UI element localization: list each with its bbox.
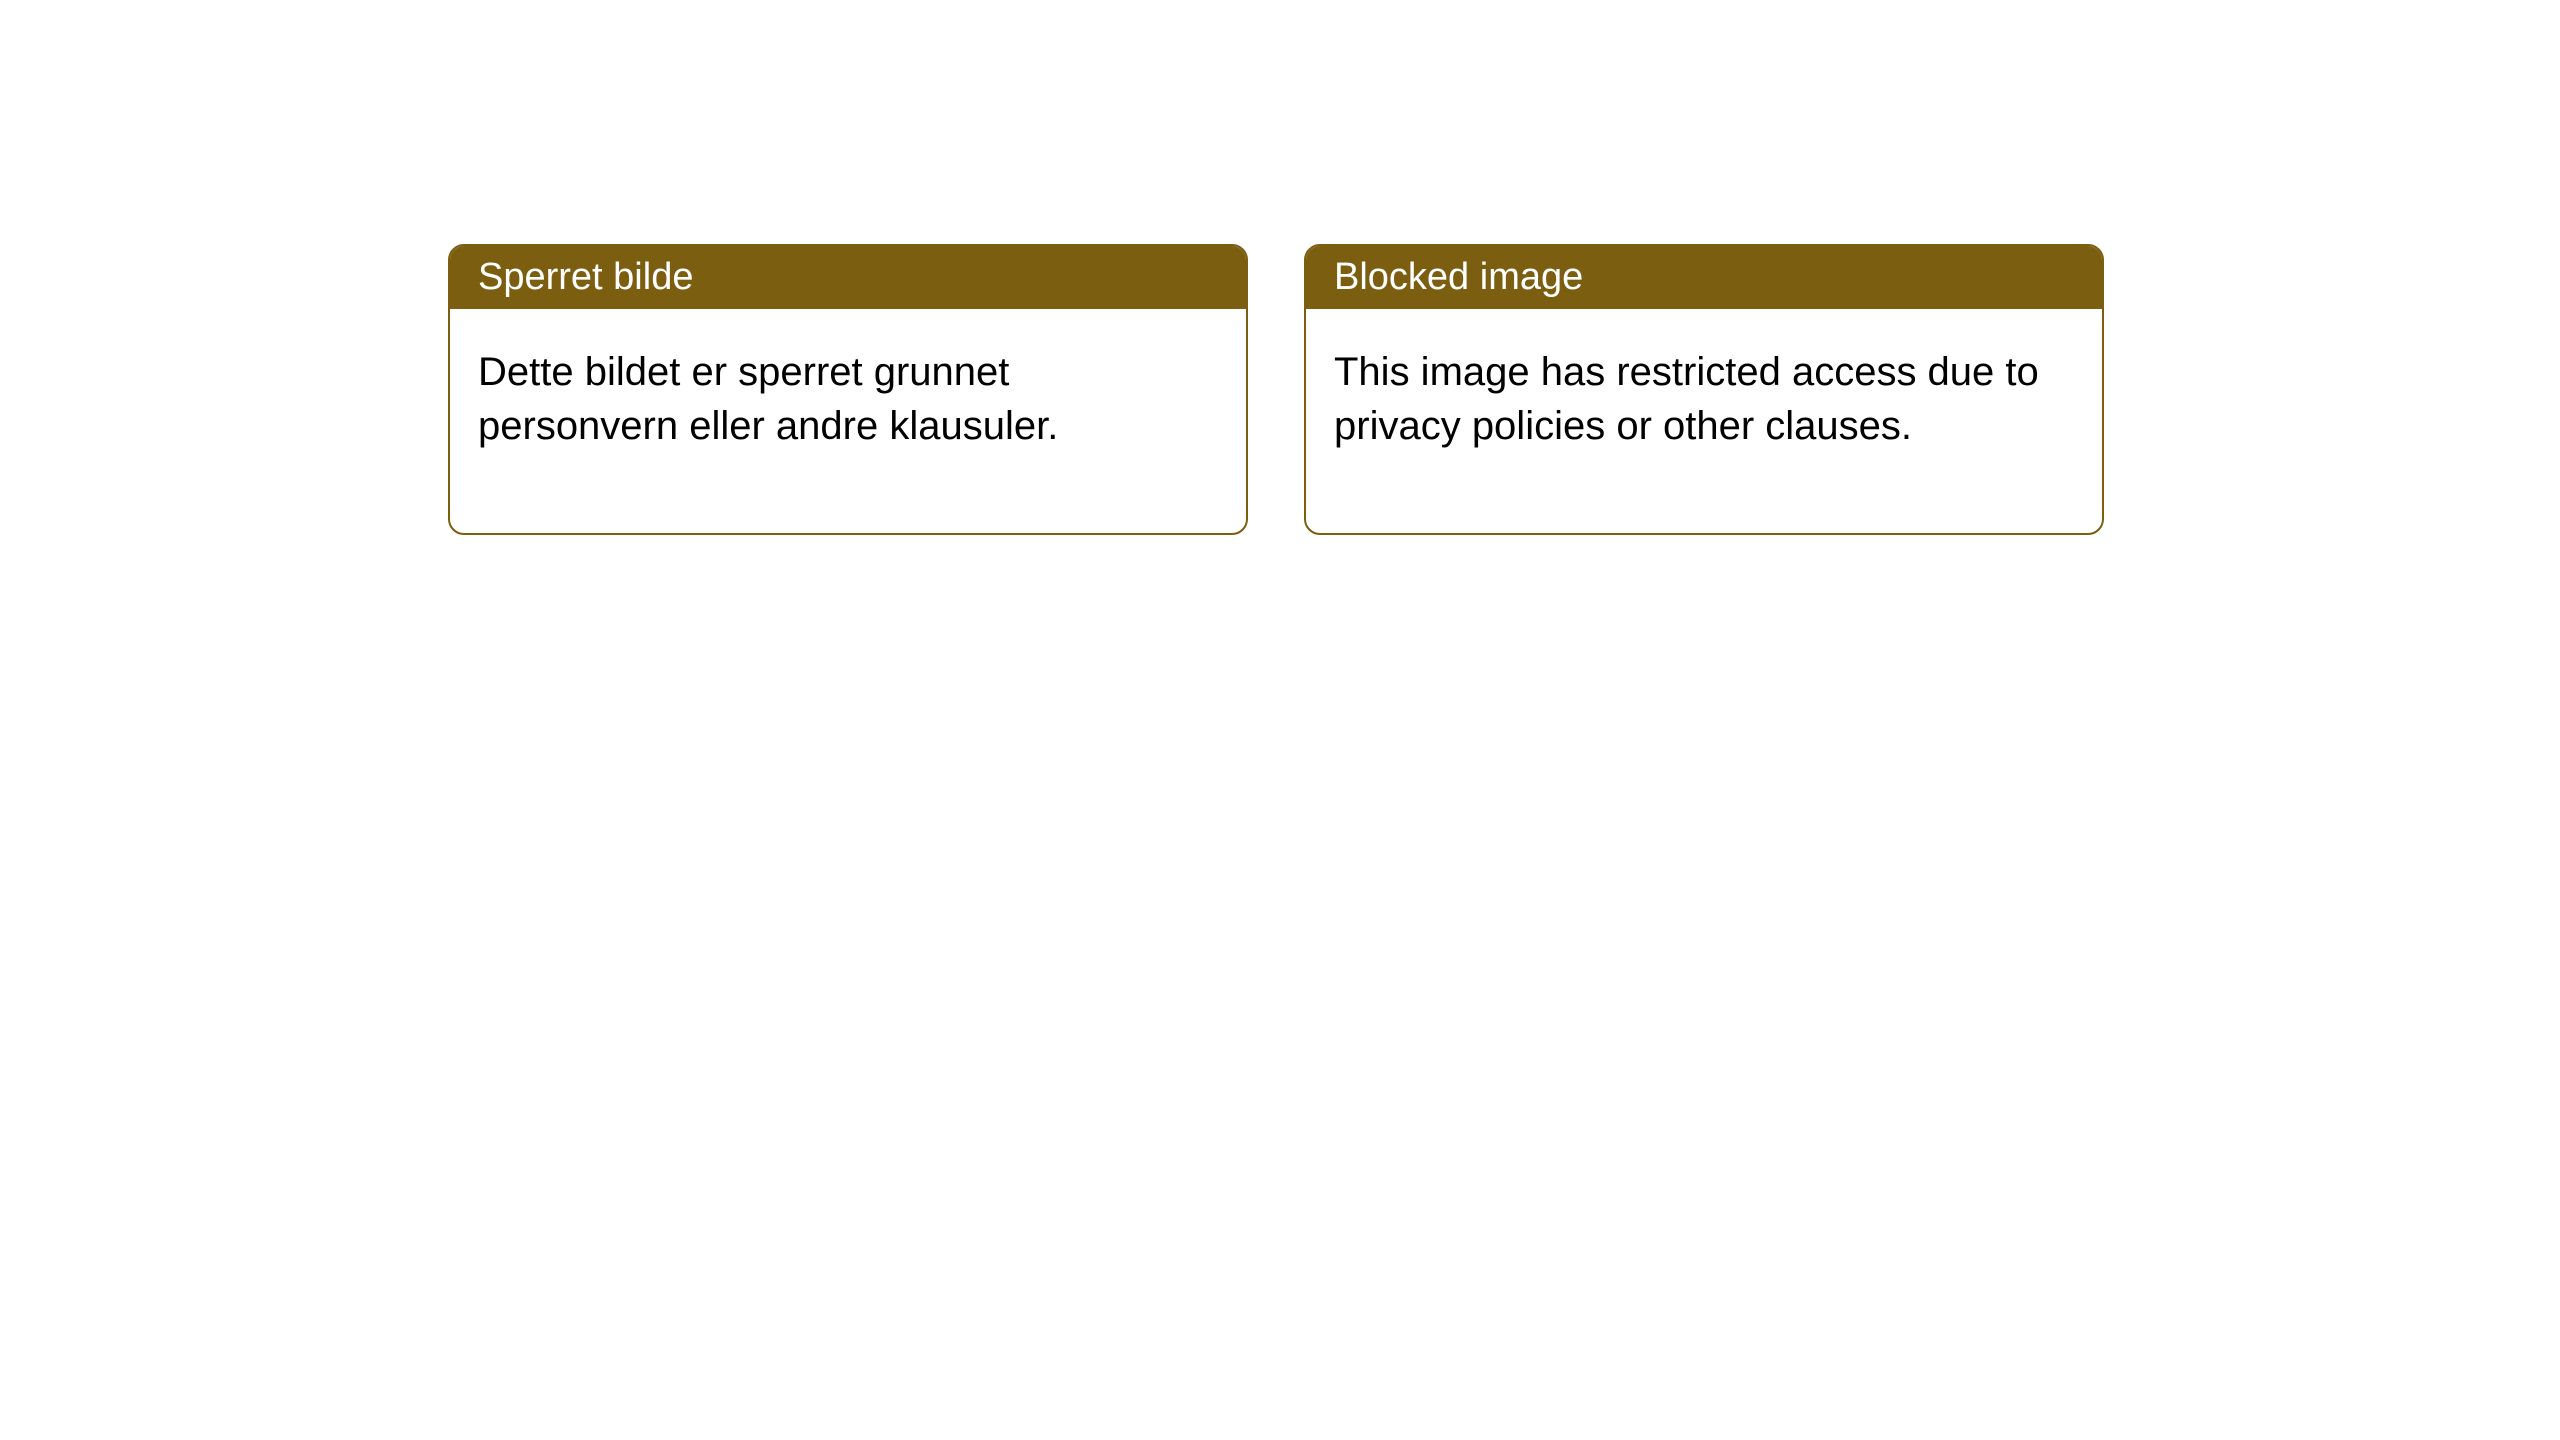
card-header: Sperret bilde [450,246,1246,309]
card-title: Blocked image [1334,256,1583,298]
card-header: Blocked image [1306,246,2102,309]
blocked-image-card-norwegian: Sperret bilde Dette bildet er sperret gr… [448,244,1248,535]
card-title: Sperret bilde [478,256,693,298]
blocked-image-cards-container: Sperret bilde Dette bildet er sperret gr… [448,244,2104,535]
card-body: Dette bildet er sperret grunnet personve… [450,309,1246,533]
card-body-text: This image has restricted access due to … [1334,350,2039,448]
blocked-image-card-english: Blocked image This image has restricted … [1304,244,2104,535]
card-body-text: Dette bildet er sperret grunnet personve… [478,350,1058,448]
card-body: This image has restricted access due to … [1306,309,2102,533]
